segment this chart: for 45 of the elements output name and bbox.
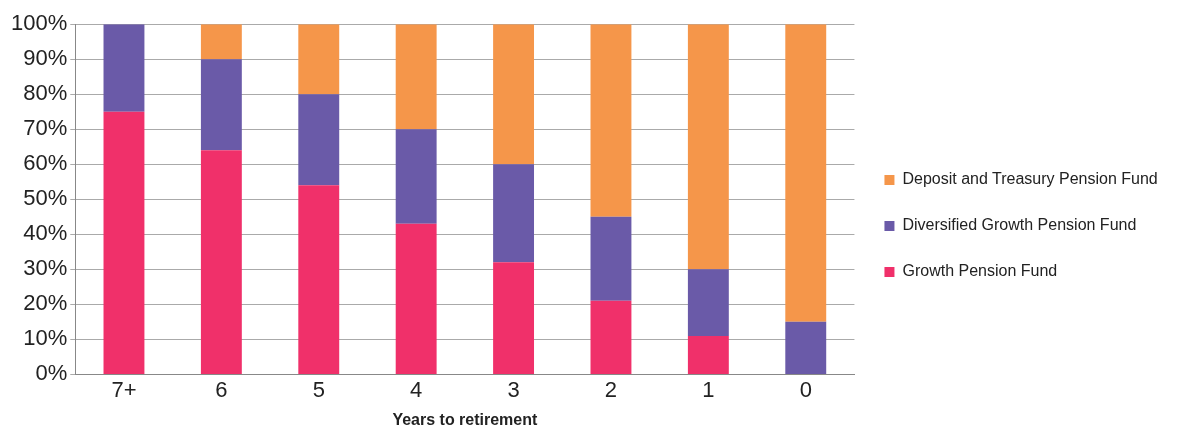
x-tick-label: 5 <box>312 376 325 402</box>
y-tick-label: 30% <box>23 255 68 281</box>
x-tick-label: 7+ <box>111 376 137 402</box>
bar <box>103 111 145 374</box>
bar <box>200 150 242 374</box>
bar <box>395 129 437 224</box>
bar <box>395 223 437 374</box>
bar <box>687 335 729 374</box>
bar <box>687 24 729 270</box>
bar <box>785 24 827 322</box>
bar <box>200 59 242 151</box>
bar <box>298 185 340 374</box>
y-tick-label: 90% <box>23 45 68 71</box>
y-tick-label: 80% <box>23 80 68 106</box>
bar <box>298 94 340 186</box>
x-tick-label: 0 <box>799 376 812 402</box>
x-axis-title: Years to retirement <box>392 410 539 428</box>
x-tick-label: 6 <box>215 376 228 402</box>
bar <box>493 262 535 374</box>
y-tick-label: 100% <box>10 10 68 36</box>
x-tick-label: 3 <box>507 376 520 402</box>
y-tick-label: 0% <box>35 360 68 386</box>
bar <box>493 164 535 263</box>
y-tick-label: 70% <box>23 115 68 141</box>
bar <box>395 24 437 130</box>
bar <box>687 269 729 336</box>
legend-label: Deposit and Treasury Pension Fund <box>902 170 1158 188</box>
bar <box>298 24 340 95</box>
bar <box>103 24 145 112</box>
legend-label: Growth Pension Fund <box>902 262 1058 280</box>
bar <box>200 24 242 60</box>
y-tick-label: 10% <box>23 325 68 351</box>
x-tick-label: 4 <box>410 376 423 402</box>
y-tick-label: 40% <box>23 220 68 246</box>
bar <box>493 24 535 165</box>
bar <box>590 300 632 374</box>
y-tick-label: 50% <box>23 185 68 211</box>
bar <box>590 24 632 217</box>
legend-label: Diversified Growth Pension Fund <box>902 216 1137 234</box>
y-tick-label: 20% <box>23 290 68 316</box>
y-tick-label: 60% <box>23 150 68 176</box>
x-tick-label: 2 <box>604 376 618 402</box>
x-tick-label: 1 <box>702 376 715 402</box>
bar <box>785 321 827 374</box>
bar <box>590 216 632 301</box>
